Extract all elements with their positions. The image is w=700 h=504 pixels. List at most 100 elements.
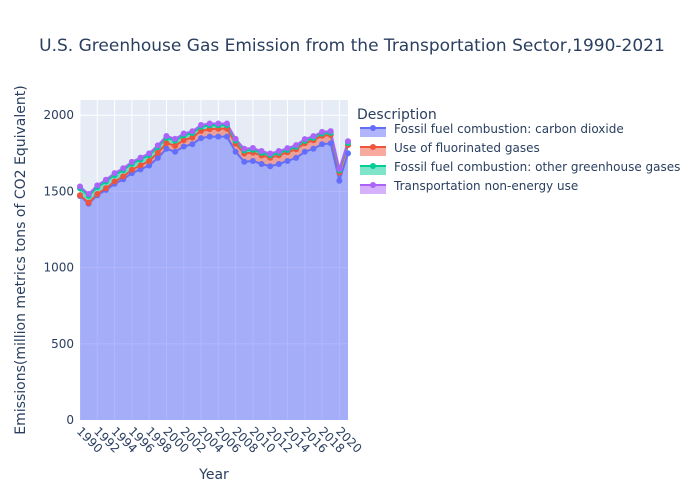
data-point	[249, 145, 256, 151]
y-axis-label: Emissions(million metrics tons of CO2 Eq…	[13, 85, 29, 434]
legend-label: Use of fluorinated gases	[394, 141, 540, 155]
legend-item[interactable]: Fossil fuel combustion: carbon dioxide	[360, 122, 624, 137]
data-point	[293, 154, 300, 161]
data-point	[327, 128, 334, 135]
legend-label: Fossil fuel combustion: carbon dioxide	[394, 122, 624, 136]
legend-swatch-fill	[360, 147, 386, 156]
chart-title: U.S. Greenhouse Gas Emission from the Tr…	[39, 36, 665, 56]
y-tick-label: 1000	[43, 261, 74, 275]
data-point	[206, 120, 213, 127]
y-tick-label: 2000	[43, 108, 74, 122]
legend-label: Transportation non-energy use	[393, 179, 578, 193]
data-point	[319, 141, 326, 148]
legend-label: Fossil fuel combustion: other greenhouse…	[394, 160, 680, 174]
x-tick-labels: 1990199219941996199820002002200420062008…	[74, 424, 365, 455]
data-point	[146, 150, 153, 157]
y-tick-label: 1500	[43, 184, 74, 198]
data-point	[128, 158, 135, 165]
data-point	[275, 148, 282, 155]
data-point	[163, 145, 170, 152]
data-point	[172, 142, 179, 149]
legend-item[interactable]: Use of fluorinated gases	[360, 141, 540, 156]
data-point	[232, 135, 239, 142]
data-point	[206, 133, 213, 140]
data-point	[137, 154, 144, 161]
data-point	[180, 130, 187, 137]
data-point	[189, 134, 196, 141]
data-point	[146, 157, 153, 164]
data-point	[85, 191, 92, 198]
data-point	[154, 149, 161, 156]
data-point	[163, 132, 170, 139]
data-point	[77, 192, 83, 199]
data-point	[284, 145, 291, 152]
data-point	[258, 161, 265, 167]
data-point	[336, 165, 343, 172]
data-point	[198, 127, 205, 134]
data-point	[189, 128, 196, 135]
data-point	[85, 199, 92, 206]
data-point	[154, 154, 161, 161]
legend-swatch-marker	[370, 182, 376, 188]
legend-swatch-fill	[360, 128, 386, 137]
data-point	[301, 136, 308, 143]
data-point	[120, 165, 127, 172]
y-tick-label: 500	[51, 337, 74, 351]
data-point	[198, 121, 205, 128]
legend-swatch-fill	[360, 166, 386, 175]
data-point	[293, 142, 300, 149]
data-point	[258, 148, 265, 155]
legend-swatch-fill	[360, 185, 386, 194]
data-point	[137, 162, 144, 169]
data-point	[77, 183, 83, 190]
y-tick-label: 0	[66, 413, 74, 427]
data-point	[102, 185, 109, 192]
data-point	[94, 182, 101, 189]
data-point	[223, 133, 230, 140]
legend-item[interactable]: Fossil fuel combustion: other greenhouse…	[360, 160, 680, 175]
data-point	[249, 157, 256, 164]
data-point	[267, 150, 274, 157]
x-axis-label: Year	[198, 467, 229, 483]
data-point	[94, 191, 101, 198]
data-point	[198, 135, 205, 142]
data-point	[163, 140, 170, 147]
legend-swatch-marker	[370, 144, 376, 150]
data-point	[241, 158, 248, 165]
data-point	[172, 135, 179, 142]
data-point	[336, 177, 343, 184]
data-point	[154, 142, 161, 149]
legend[interactable]: Description Fossil fuel combustion: carb…	[357, 107, 680, 194]
data-point	[180, 143, 187, 150]
data-point	[345, 138, 351, 145]
data-point	[301, 148, 308, 155]
legend-item[interactable]: Transportation non-energy use	[360, 179, 578, 194]
data-point	[128, 166, 135, 173]
data-point	[345, 150, 351, 157]
data-point	[232, 148, 239, 155]
data-point	[327, 140, 334, 147]
data-point	[180, 137, 187, 144]
data-point	[172, 148, 179, 155]
y-tick-labels: 0 500 1000 1500 2000	[43, 108, 74, 427]
data-point	[111, 170, 118, 177]
data-point	[310, 145, 317, 152]
data-point	[102, 176, 109, 183]
data-point	[146, 162, 153, 169]
data-point	[189, 141, 196, 148]
legend-title: Description	[357, 107, 437, 123]
data-point	[215, 133, 222, 140]
data-point	[223, 120, 230, 127]
data-point	[310, 133, 317, 140]
area-1	[80, 136, 348, 420]
data-point	[275, 161, 282, 167]
data-point	[241, 145, 248, 152]
data-point	[319, 128, 326, 135]
data-point	[267, 163, 274, 170]
series-points	[77, 120, 351, 207]
data-point	[284, 157, 291, 164]
legend-swatch-marker	[370, 163, 376, 169]
legend-swatch-marker	[370, 125, 376, 131]
